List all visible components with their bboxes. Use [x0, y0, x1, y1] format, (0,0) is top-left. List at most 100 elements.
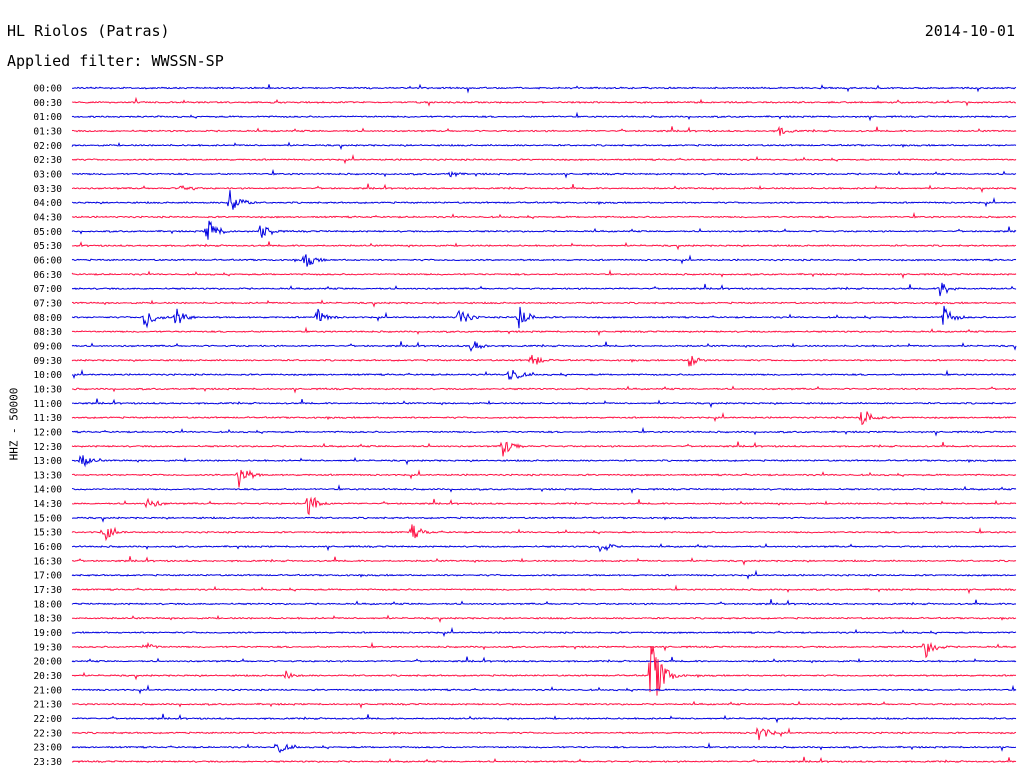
trace-row-0800: [71, 305, 1017, 329]
trace-row-0700: [71, 282, 1017, 297]
row-time-label: 11:00: [33, 399, 62, 410]
row-time-label: 09:30: [33, 356, 62, 367]
row-time-label: 12:30: [33, 442, 62, 453]
row-time-label: 10:30: [33, 384, 62, 395]
trace-row-0430: [71, 211, 1017, 220]
row-time-label: 03:30: [33, 184, 62, 195]
row-time-label: 00:00: [33, 84, 62, 95]
row-time-label: 01:00: [33, 112, 62, 123]
row-time-label: 19:30: [33, 642, 62, 653]
trace-row-0900: [71, 341, 1017, 352]
trace-row-1830: [71, 614, 1017, 624]
trace-row-0030: [71, 96, 1017, 107]
trace-row-2200: [71, 713, 1017, 724]
trace-row-2030: [71, 645, 1017, 696]
row-time-label: 07:30: [33, 298, 62, 309]
row-time-label: 01:30: [33, 126, 62, 137]
trace-row-0500: [71, 220, 1017, 240]
trace-row-0200: [71, 141, 1017, 151]
row-time-label: 21:00: [33, 685, 62, 696]
row-time-label: 18:30: [33, 614, 62, 625]
trace-row-0400: [71, 190, 1017, 210]
row-time-label: 20:30: [33, 671, 62, 682]
trace-row-1230: [71, 441, 1017, 457]
row-time-label: 21:30: [33, 700, 62, 711]
filter-label: Applied filter: WWSSN-SP: [7, 52, 224, 70]
row-time-label: 04:00: [33, 198, 62, 209]
trace-row-0330: [71, 183, 1017, 194]
row-time-label: 14:00: [33, 485, 62, 496]
row-time-label: 20:00: [33, 657, 62, 668]
trace-row-0000: [71, 83, 1017, 94]
trace-row-2130: [71, 700, 1017, 709]
trace-row-1300: [71, 455, 1017, 468]
trace-row-1530: [71, 524, 1017, 542]
row-time-label: 00:30: [33, 98, 62, 109]
row-time-label: 11:30: [33, 413, 62, 424]
trace-row-1500: [71, 516, 1017, 523]
trace-row-1030: [71, 385, 1017, 394]
row-time-label: 23:30: [33, 757, 62, 768]
row-time-label: 02:30: [33, 155, 62, 166]
trace-row-0530: [71, 241, 1017, 251]
row-time-label: 05:00: [33, 227, 62, 238]
trace-row-0600: [71, 254, 1017, 267]
row-time-label: 06:30: [33, 270, 62, 281]
trace-row-1430: [71, 496, 1017, 516]
row-time-label: 16:00: [33, 542, 62, 553]
trace-row-2300: [71, 742, 1017, 754]
row-time-label: 22:00: [33, 714, 62, 725]
trace-row-1630: [71, 556, 1017, 566]
trace-row-1130: [71, 411, 1017, 426]
trace-row-1930: [71, 641, 1017, 659]
trace-row-1700: [71, 569, 1017, 580]
row-time-label: 13:00: [33, 456, 62, 467]
row-time-label: 17:30: [33, 585, 62, 596]
row-time-label: 13:30: [33, 470, 62, 481]
trace-row-0630: [71, 269, 1017, 279]
seismic-traces: [71, 83, 1017, 764]
row-time-label: 03:00: [33, 169, 62, 180]
trace-row-1600: [71, 543, 1017, 553]
row-time-label: 15:30: [33, 528, 62, 539]
trace-row-2230: [71, 727, 1017, 741]
trace-row-0300: [71, 168, 1017, 179]
station-title: HL Riolos (Patras): [7, 22, 170, 40]
trace-row-1900: [71, 626, 1017, 638]
trace-row-0830: [71, 326, 1017, 337]
trace-row-0930: [71, 354, 1017, 367]
trace-row-1400: [71, 484, 1017, 494]
row-time-label: 02:00: [33, 141, 62, 152]
row-tick-labels: 00:00 00:30 01:00 01:30 02:00 02:30 03:00 03:30…: [33, 84, 62, 769]
row-time-label: 08:30: [33, 327, 62, 338]
trace-row-0100: [71, 111, 1017, 122]
trace-row-1800: [71, 599, 1017, 606]
trace-row-0230: [71, 154, 1017, 165]
trace-row-0730: [71, 299, 1017, 308]
trace-row-1330: [71, 469, 1017, 488]
row-time-label: 15:00: [33, 513, 62, 524]
trace-row-2000: [71, 656, 1017, 664]
row-time-label: 07:00: [33, 284, 62, 295]
row-time-label: 16:30: [33, 556, 62, 567]
row-time-label: 08:00: [33, 313, 62, 324]
row-time-label: 06:00: [33, 255, 62, 266]
row-time-label: 22:30: [33, 728, 62, 739]
row-time-label: 18:00: [33, 599, 62, 610]
row-time-label: 05:30: [33, 241, 62, 252]
row-time-label: 04:30: [33, 212, 62, 223]
trace-row-0130: [71, 125, 1017, 136]
row-time-label: 10:00: [33, 370, 62, 381]
plot-date: 2014-10-01: [924, 22, 1015, 40]
row-time-label: 12:00: [33, 427, 62, 438]
row-time-label: 14:30: [33, 499, 62, 510]
row-time-label: 17:00: [33, 571, 62, 582]
trace-row-2100: [71, 684, 1017, 695]
trace-row-2330: [72, 756, 1017, 764]
row-time-label: 19:00: [33, 628, 62, 639]
row-time-label: 23:00: [33, 743, 62, 754]
trace-row-1200: [71, 426, 1017, 437]
trace-row-1730: [71, 584, 1017, 595]
trace-row-1100: [71, 398, 1017, 409]
